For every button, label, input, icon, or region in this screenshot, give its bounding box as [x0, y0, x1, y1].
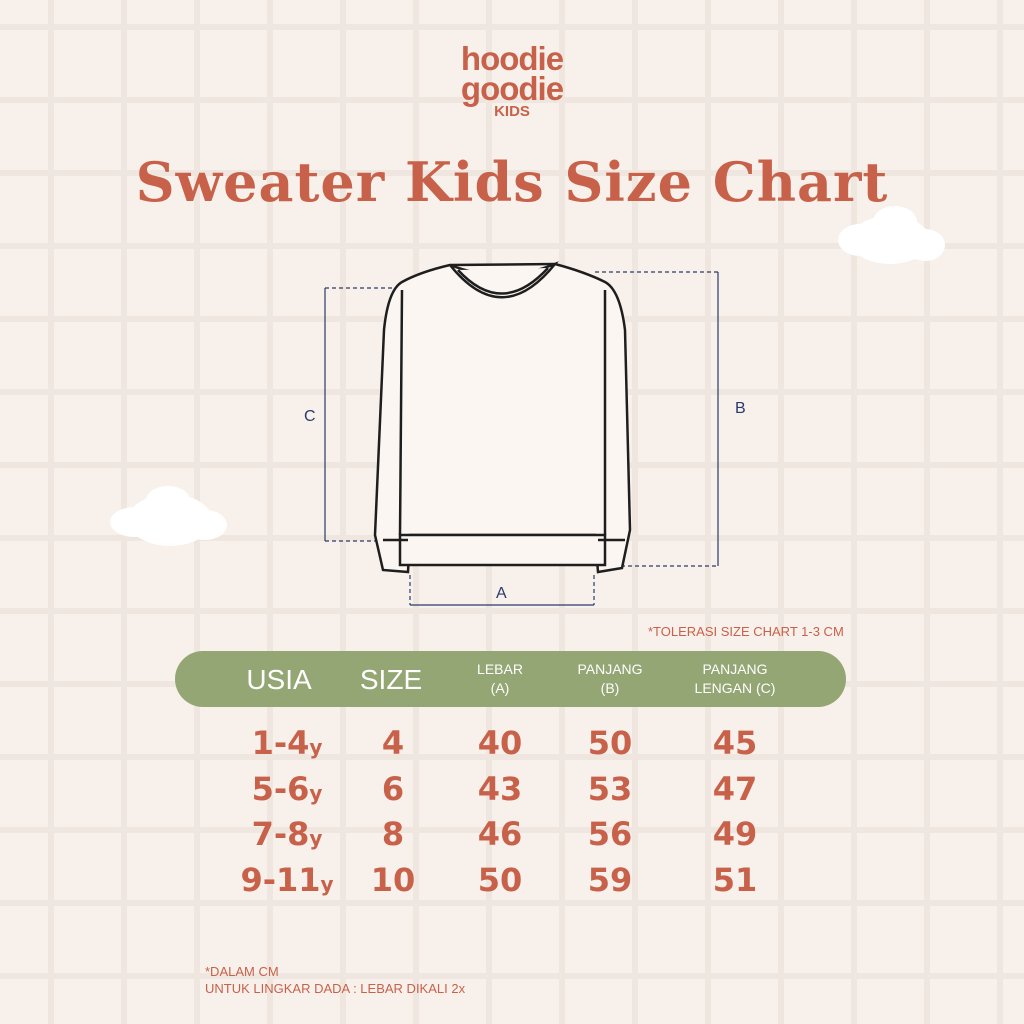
cell-age: 5-6y [251, 770, 323, 808]
header-size: SIZE [359, 664, 423, 695]
logo-line-1: hoodie [460, 40, 564, 77]
cell-lengan: 47 [712, 770, 758, 808]
cell-lengan: 51 [712, 861, 758, 899]
logo-line-2: goodie [460, 70, 564, 107]
cell-lengan: 49 [712, 815, 758, 853]
cell-lebar: 46 [477, 815, 523, 853]
cell-size: 6 [381, 770, 405, 808]
footnotes: *DALAM CM UNTUK LINGKAR DADA : LEBAR DIK… [205, 963, 465, 997]
header-lebar: LEBAR (A) [477, 661, 523, 696]
sweater-outline [373, 261, 632, 574]
sweater-diagram [110, 206, 945, 606]
page-title: Sweater Kids Size Chart [135, 150, 889, 214]
table-header: USIA SIZE LEBAR (A) PANJANG (B) PANJANG LEN… [175, 651, 846, 707]
dimension-label-b: B [735, 400, 746, 417]
dimension-label-a: A [496, 585, 507, 602]
note-chest: UNTUK LINGKAR DADA : LEBAR DIKALI 2x [205, 981, 466, 996]
dimension-lines [324, 271, 719, 606]
cell-size: 10 [370, 861, 416, 899]
cell-age: 9-11y [240, 861, 334, 899]
brand-logo: hoodie goodie KIDS [0, 40, 1024, 120]
cell-lebar: 40 [477, 724, 523, 762]
cloud-icon [838, 206, 945, 264]
cell-lebar: 43 [477, 770, 523, 808]
cell-age: 1-4y [251, 724, 323, 762]
table-row: 5-6y 6 43 53 47 [0, 770, 1024, 814]
table-row: 1-4y 4 40 50 45 [0, 724, 1024, 768]
cell-age: 7-8y [251, 815, 323, 853]
cell-size: 4 [381, 724, 405, 762]
cell-lebar: 50 [477, 861, 523, 899]
table-row: 7-8y 8 46 56 49 [0, 815, 1024, 859]
tolerance-note: *TOLERASI SIZE CHART 1-3 CM [648, 624, 844, 639]
cell-panjang: 53 [587, 770, 633, 808]
header-lengan: PANJANG LENGAN (C) [694, 661, 776, 696]
logo-line-3: KIDS [494, 103, 530, 120]
header-panjang: PANJANG (B) [577, 661, 643, 696]
table-row: 9-11y 10 50 59 51 [0, 861, 1024, 905]
dimension-label-c: C [304, 408, 316, 425]
header-usia: USIA [246, 664, 312, 695]
cell-panjang: 56 [587, 815, 633, 853]
cell-panjang: 50 [587, 724, 633, 762]
cell-size: 8 [381, 815, 405, 853]
cloud-icon [110, 486, 227, 546]
cell-lengan: 45 [712, 724, 758, 762]
cell-panjang: 59 [587, 861, 633, 899]
note-unit: *DALAM CM [205, 964, 279, 979]
